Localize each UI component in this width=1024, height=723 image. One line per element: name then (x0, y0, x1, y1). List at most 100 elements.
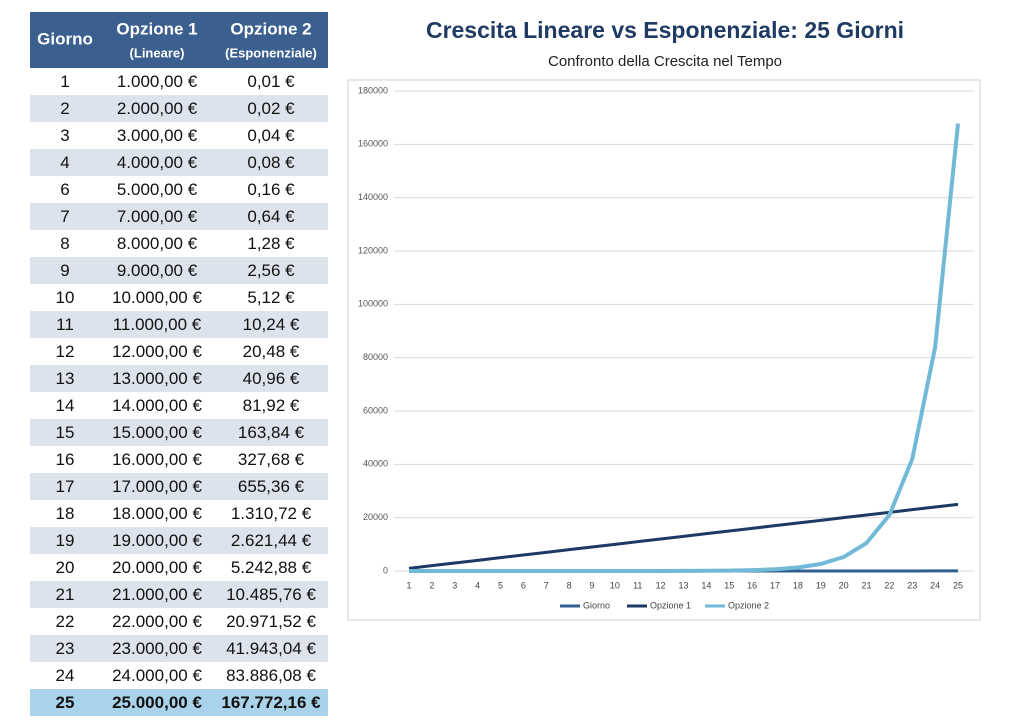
x-tick-label: 20 (839, 580, 849, 590)
table-cell: 10.000,00 € (112, 288, 202, 307)
table-cell: 9 (60, 261, 69, 280)
legend-label: Opzione 2 (728, 600, 769, 610)
table-cell: 22.000,00 € (112, 612, 202, 631)
x-tick-label: 18 (793, 580, 803, 590)
table-cell: 22 (56, 612, 75, 631)
x-tick-label: 9 (589, 580, 594, 590)
x-tick-label: 21 (861, 580, 871, 590)
y-tick-label: 80000 (363, 352, 388, 362)
y-tick-label: 40000 (363, 459, 388, 469)
header-cell: Opzione 2 (230, 19, 311, 38)
table-cell: 0,08 € (247, 153, 295, 172)
table-cell: 3.000,00 € (117, 126, 198, 145)
table-cell: 12 (56, 342, 75, 361)
table-cell: 14.000,00 € (112, 396, 202, 415)
table-cell: 23 (56, 639, 75, 658)
table-cell: 8 (60, 234, 69, 253)
table-cell: 24.000,00 € (112, 666, 202, 685)
table-cell: 167.772,16 € (221, 693, 321, 712)
table-cell: 655,36 € (238, 477, 305, 496)
table-cell: 6 (60, 180, 69, 199)
x-tick-label: 8 (567, 580, 572, 590)
y-tick-label: 180000 (358, 85, 388, 95)
x-tick-label: 14 (701, 580, 711, 590)
table-cell: 21.000,00 € (112, 585, 202, 604)
table-cell: 19.000,00 € (112, 531, 202, 550)
y-tick-label: 140000 (358, 192, 388, 202)
x-tick-label: 22 (884, 580, 894, 590)
y-tick-label: 60000 (363, 405, 388, 415)
x-tick-label: 25 (953, 580, 963, 590)
table-cell: 20 (56, 558, 75, 577)
chart-title: Crescita Lineare vs Esponenziale: 25 Gio… (426, 17, 904, 43)
table-cell: 11 (56, 315, 74, 334)
table-cell: 23.000,00 € (112, 639, 202, 658)
table-cell: 7.000,00 € (117, 207, 198, 226)
table-cell: 327,68 € (238, 450, 305, 469)
header-cell: Giorno (37, 29, 93, 48)
table-cell: 9.000,00 € (117, 261, 198, 280)
table-cell: 20,48 € (243, 342, 300, 361)
table-cell: 25 (56, 693, 75, 712)
header-cell: (Lineare) (130, 45, 185, 60)
table-cell: 2.000,00 € (117, 99, 198, 118)
table-cell: 3 (60, 126, 69, 145)
table-cell: 16 (56, 450, 75, 469)
table-cell: 2 (60, 99, 69, 118)
x-tick-label: 12 (656, 580, 666, 590)
y-tick-label: 120000 (358, 245, 388, 255)
table-cell: 2.621,44 € (231, 531, 312, 550)
table-cell: 18 (56, 504, 75, 523)
table-cell: 14 (56, 396, 75, 415)
legend-label: Opzione 1 (650, 600, 691, 610)
table-cell: 163,84 € (238, 423, 305, 442)
y-tick-label: 0 (383, 565, 388, 575)
table-cell: 21 (56, 585, 75, 604)
x-tick-label: 5 (498, 580, 503, 590)
table-cell: 13 (56, 369, 75, 388)
table-cell: 16.000,00 € (112, 450, 202, 469)
table-cell: 17 (56, 477, 75, 496)
table-cell: 10 (56, 288, 75, 307)
x-tick-label: 1 (406, 580, 411, 590)
table-cell: 0,01 € (247, 72, 295, 91)
table-cell: 7 (60, 207, 69, 226)
table-cell: 10,24 € (243, 315, 300, 334)
legend-label: Giorno (583, 600, 610, 610)
table-cell: 4 (60, 153, 69, 172)
x-tick-label: 3 (452, 580, 457, 590)
header-cell: (Esponenziale) (225, 45, 317, 60)
table-cell: 19 (56, 531, 75, 550)
x-tick-label: 16 (747, 580, 757, 590)
table-cell: 12.000,00 € (112, 342, 202, 361)
x-tick-label: 23 (907, 580, 917, 590)
x-tick-label: 13 (678, 580, 688, 590)
table-cell: 18.000,00 € (112, 504, 202, 523)
x-tick-label: 11 (633, 580, 642, 590)
chart-subtitle: Confronto della Crescita nel Tempo (548, 53, 782, 70)
table-cell: 0,64 € (247, 207, 295, 226)
table-cell: 40,96 € (243, 369, 300, 388)
table-cell: 1.310,72 € (231, 504, 312, 523)
x-tick-label: 19 (816, 580, 826, 590)
table-cell: 15 (56, 423, 75, 442)
table-cell: 0,02 € (247, 99, 295, 118)
x-tick-label: 6 (521, 580, 526, 590)
header-cell: Opzione 1 (116, 19, 197, 38)
x-tick-label: 7 (544, 580, 549, 590)
table-cell: 4.000,00 € (117, 153, 198, 172)
x-tick-label: 4 (475, 580, 480, 590)
table-cell: 13.000,00 € (112, 369, 202, 388)
table-cell: 5.242,88 € (231, 558, 312, 577)
table-cell: 0,16 € (247, 180, 295, 199)
y-tick-label: 100000 (358, 299, 388, 309)
table-cell: 8.000,00 € (117, 234, 198, 253)
table-cell: 41.943,04 € (226, 639, 316, 658)
x-tick-label: 15 (724, 580, 734, 590)
table-cell: 24 (56, 666, 75, 685)
table-cell: 20.000,00 € (112, 558, 202, 577)
x-tick-label: 10 (610, 580, 620, 590)
table-cell: 25.000,00 € (112, 693, 202, 712)
table-cell: 17.000,00 € (112, 477, 202, 496)
